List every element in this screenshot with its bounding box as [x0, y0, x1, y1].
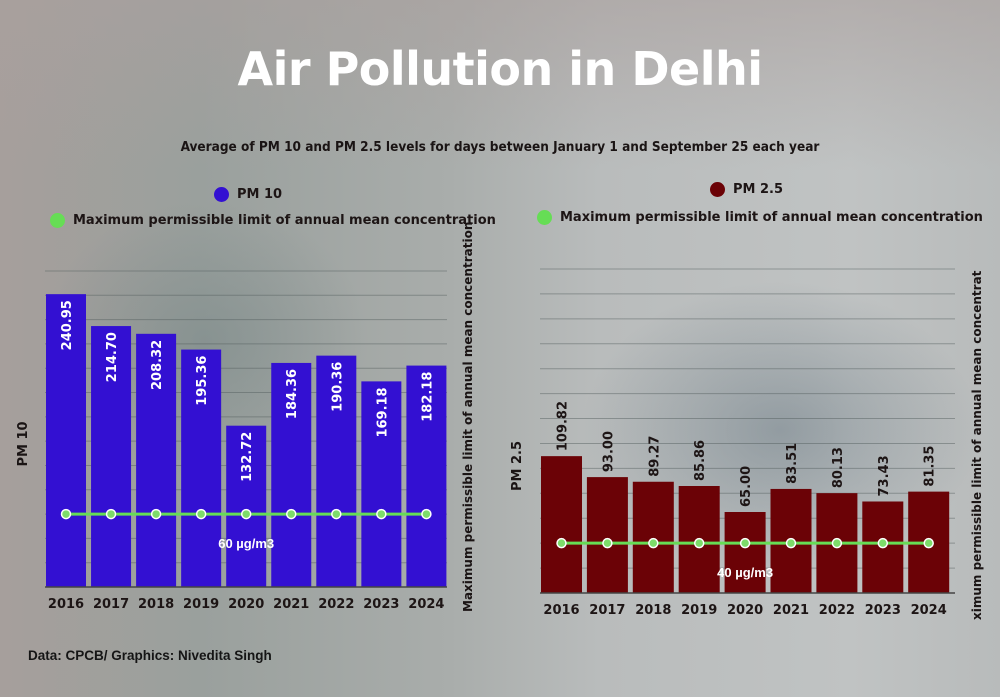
- pm25-limit-marker: [648, 537, 659, 549]
- pm25-y-axis-label: PM 2.5: [510, 441, 525, 491]
- pm25-value-label: 89.27: [647, 436, 662, 477]
- pm10-x-tick: 2018: [138, 597, 174, 612]
- pm10-x-tick: 2016: [48, 597, 84, 612]
- pm25-value-label: 65.00: [739, 466, 754, 507]
- pm10-limit-marker: [150, 508, 162, 520]
- pm10-bar-2021: [271, 362, 312, 587]
- pm25-y2-axis-label: ximum permissible limit of annual mean c…: [970, 270, 984, 620]
- pm25-value-label: 73.43: [877, 455, 892, 496]
- source-credit: Data: CPCB/ Graphics: Nivedita Singh: [28, 648, 272, 663]
- pm10-limit-marker: [331, 508, 342, 520]
- pm25-limit-marker: [693, 537, 705, 549]
- pm10-x-tick: 2020: [228, 597, 264, 612]
- pm10-limit-marker: [376, 508, 387, 520]
- pm25-x-tick: 2019: [681, 603, 717, 618]
- pm25-value-label: 81.35: [923, 446, 938, 487]
- pm10-value-label: 190.36: [330, 362, 345, 412]
- pm25-x-tick: 2024: [911, 603, 947, 618]
- pm25-x-tick: 2021: [773, 603, 809, 618]
- pm25-limit-marker: [831, 537, 843, 549]
- pm25-bar-2017: [586, 477, 628, 593]
- pm25-limit-marker: [923, 537, 934, 549]
- legend-dot-limit-icon: [50, 213, 65, 228]
- pm25-limit-marker: [602, 537, 613, 549]
- pm25-value-label: 109.82: [556, 401, 571, 451]
- pm10-bar-2016: [46, 294, 86, 587]
- legend-item-limit-right: Maximum permissible limit of annual mean…: [537, 210, 983, 225]
- pm10-limit-marker: [60, 508, 72, 520]
- pm25-value-label: 80.13: [831, 447, 846, 488]
- pm25-bar-2020: [724, 512, 766, 593]
- pm25-limit-marker: [785, 537, 797, 549]
- pm10-bar-2024: [406, 365, 447, 587]
- pm25-bar-2016: [541, 456, 582, 593]
- pm25-limit-label: 40 µg/m3: [717, 565, 773, 580]
- pm10-x-tick: 2023: [363, 597, 399, 612]
- pm25-x-tick: 2022: [819, 603, 855, 618]
- pm10-value-label: 184.36: [285, 369, 300, 419]
- legend-label-pm25: PM 2.5: [733, 182, 784, 197]
- pm10-value-label: 208.32: [150, 340, 165, 390]
- legend-label-pm10: PM 10: [237, 187, 283, 202]
- legend-label-limit-right: Maximum permissible limit of annual mean…: [560, 210, 983, 225]
- pm10-value-label: 182.18: [420, 372, 435, 422]
- pm10-limit-label: 60 µg/m3: [218, 536, 274, 551]
- pm10-bar-2022: [316, 355, 357, 587]
- pm10-limit-marker: [421, 508, 432, 520]
- pm10-x-tick: 2024: [408, 597, 444, 612]
- legend-dot-limit-icon: [537, 210, 552, 225]
- pm10-bar-2020: [226, 425, 267, 587]
- pm10-x-tick: 2019: [183, 597, 219, 612]
- pm10-bar-2017: [91, 326, 132, 587]
- pm25-x-tick: 2018: [635, 603, 671, 618]
- legend-item-limit-left: Maximum permissible limit of annual mean…: [50, 213, 496, 228]
- pm10-limit-marker: [195, 508, 207, 520]
- pm25-x-tick: 2020: [727, 603, 763, 618]
- legend-item-pm10: PM 10: [214, 187, 282, 202]
- pm10-value-label: 195.36: [195, 356, 210, 406]
- pm10-value-label: 214.70: [105, 332, 120, 382]
- pm10-y-axis-label: PM 10: [16, 421, 31, 466]
- pm10-value-label: 132.72: [240, 432, 255, 482]
- legend-item-pm25: PM 2.5: [710, 182, 783, 197]
- page-subtitle: Average of PM 10 and PM 2.5 levels for d…: [180, 139, 820, 155]
- pm10-x-tick: 2021: [273, 597, 309, 612]
- pm10-limit-marker: [105, 508, 117, 520]
- pm25-limit-marker: [877, 537, 889, 549]
- pm25-x-tick: 2016: [543, 603, 579, 618]
- pm10-y2-axis-label: Maximum permissible limit of annual mean…: [461, 222, 475, 612]
- pm10-x-tick: 2017: [93, 597, 129, 612]
- pm10-bar-2018: [136, 333, 177, 587]
- pm25-value-label: 83.51: [785, 443, 800, 484]
- pm10-bar-2019: [181, 349, 222, 587]
- pm25-limit-marker: [739, 537, 751, 549]
- pm10-limit-marker: [240, 508, 252, 520]
- pm25-bar-2018: [632, 481, 674, 593]
- legend-dot-pm25-icon: [710, 182, 725, 197]
- pm10-limit-marker: [286, 508, 297, 520]
- pm10-x-tick: 2022: [318, 597, 354, 612]
- pm10-bar-2023: [361, 381, 402, 587]
- pm25-x-tick: 2017: [589, 603, 625, 618]
- legend-dot-pm10-icon: [214, 187, 229, 202]
- pm25-value-label: 85.86: [693, 440, 708, 481]
- pm25-value-label: 93.00: [601, 431, 616, 472]
- pm25-x-tick: 2023: [865, 603, 901, 618]
- page-title: Air Pollution in Delhi: [237, 42, 764, 96]
- legend-label-limit-left: Maximum permissible limit of annual mean…: [73, 213, 496, 228]
- pm10-value-label: 169.18: [375, 387, 390, 437]
- pm25-limit-marker: [556, 537, 567, 549]
- pm10-value-label: 240.95: [60, 300, 75, 350]
